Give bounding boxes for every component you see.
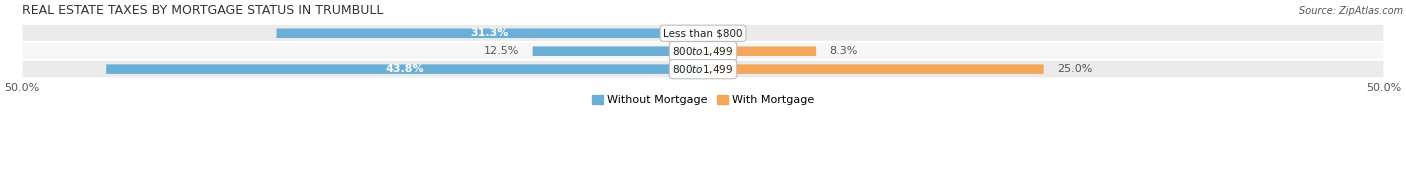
Text: Source: ZipAtlas.com: Source: ZipAtlas.com <box>1299 6 1403 16</box>
FancyBboxPatch shape <box>533 46 703 56</box>
Text: Less than $800: Less than $800 <box>664 28 742 38</box>
FancyBboxPatch shape <box>21 42 1385 60</box>
Text: REAL ESTATE TAXES BY MORTGAGE STATUS IN TRUMBULL: REAL ESTATE TAXES BY MORTGAGE STATUS IN … <box>21 4 384 17</box>
FancyBboxPatch shape <box>703 46 815 56</box>
Text: 31.3%: 31.3% <box>471 28 509 38</box>
Text: $800 to $1,499: $800 to $1,499 <box>672 45 734 58</box>
Text: 8.3%: 8.3% <box>830 46 858 56</box>
FancyBboxPatch shape <box>107 64 703 74</box>
Text: $800 to $1,499: $800 to $1,499 <box>672 63 734 76</box>
FancyBboxPatch shape <box>21 24 1385 43</box>
Text: 12.5%: 12.5% <box>484 46 519 56</box>
FancyBboxPatch shape <box>21 60 1385 78</box>
Legend: Without Mortgage, With Mortgage: Without Mortgage, With Mortgage <box>588 91 818 110</box>
FancyBboxPatch shape <box>703 64 1043 74</box>
Text: 43.8%: 43.8% <box>385 64 425 74</box>
FancyBboxPatch shape <box>277 28 703 38</box>
Text: 0.0%: 0.0% <box>717 28 745 38</box>
Text: 25.0%: 25.0% <box>1057 64 1092 74</box>
